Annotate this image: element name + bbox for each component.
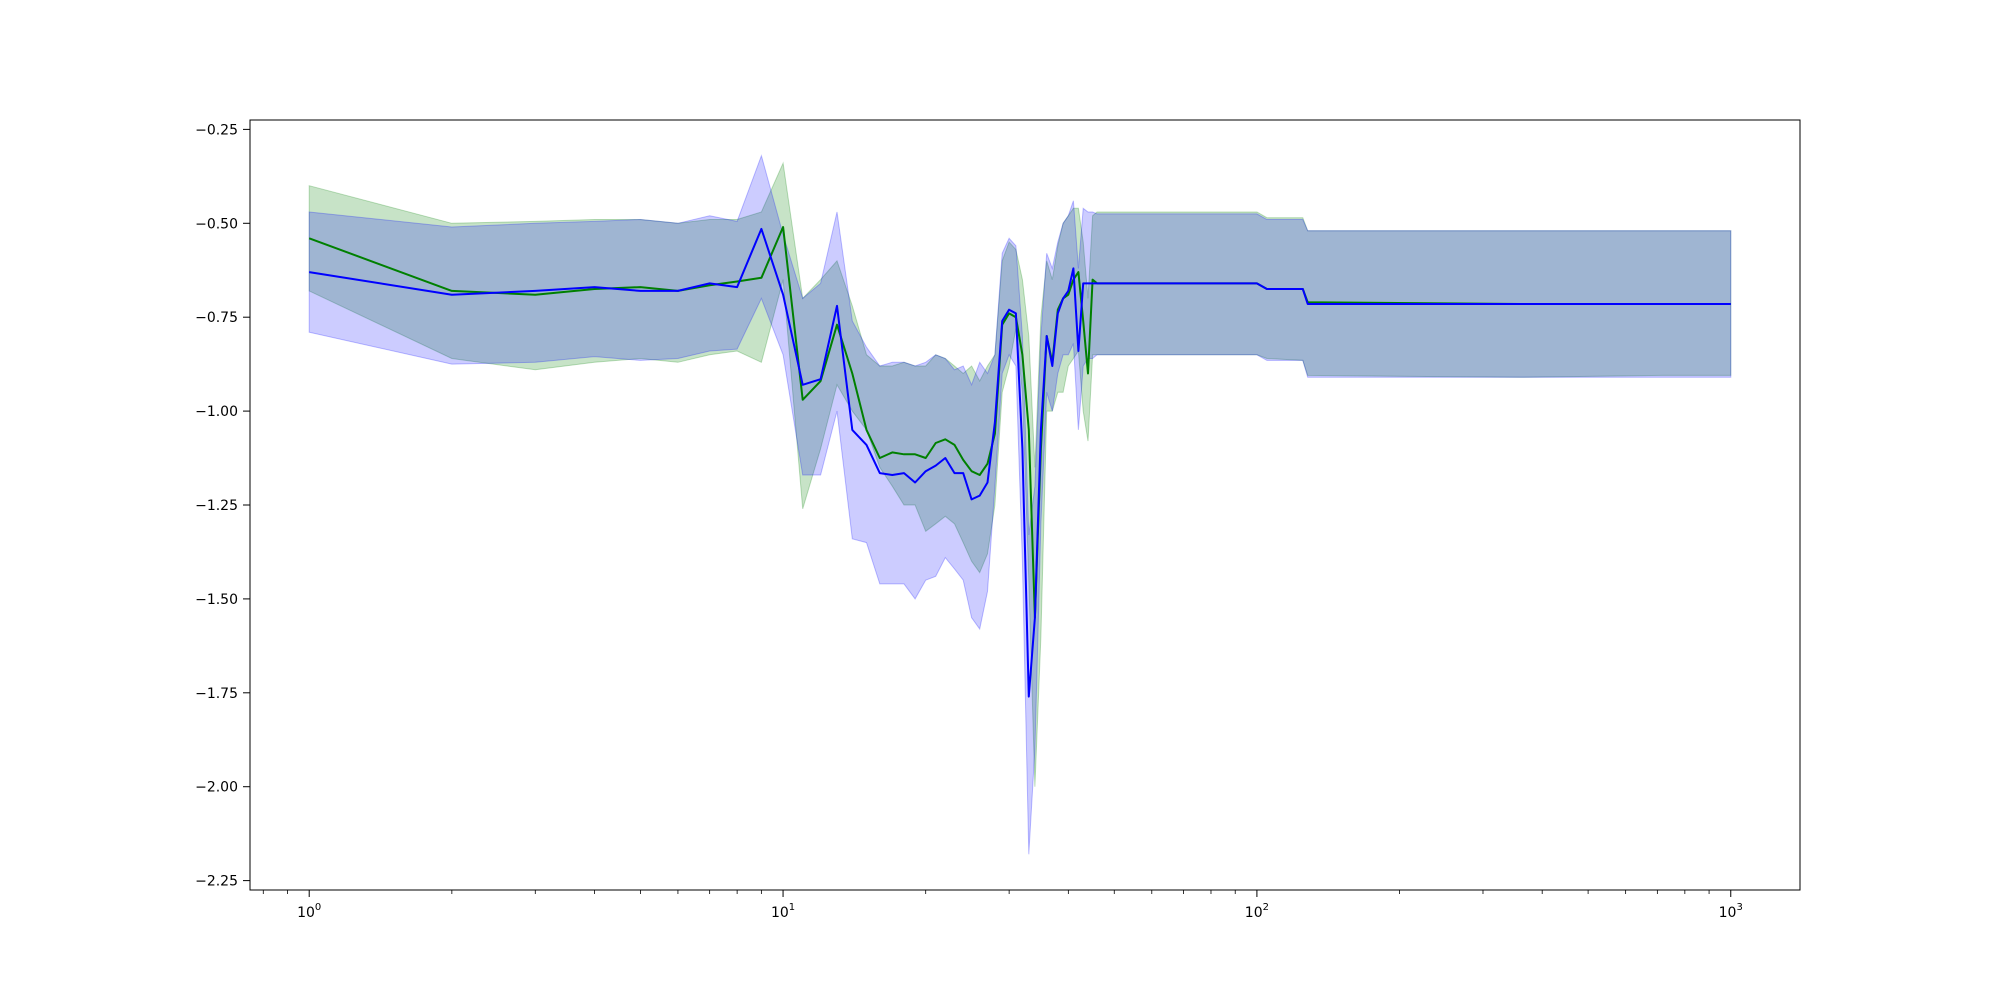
y-tick-label: −2.25 xyxy=(195,874,238,890)
series-0-line xyxy=(308,226,1731,619)
y-tick-label: −1.50 xyxy=(195,592,238,608)
x-tick-label: 103 xyxy=(1719,902,1743,921)
axis-ticks xyxy=(243,128,1732,897)
x-tick-label: 101 xyxy=(771,902,795,921)
series-lines xyxy=(308,226,1731,698)
x-tick-label: 102 xyxy=(1245,902,1269,921)
x-tick-label: 100 xyxy=(297,902,321,921)
y-tick-label: −1.00 xyxy=(195,404,238,420)
y-tick-label: −0.50 xyxy=(195,216,238,232)
y-tick-label: −1.75 xyxy=(195,686,238,702)
confidence-bands xyxy=(308,154,1732,855)
series-1-band xyxy=(308,154,1732,855)
y-tick-label: −2.00 xyxy=(195,780,238,796)
y-tick-label: −0.75 xyxy=(195,310,238,326)
y-tick-label: −1.25 xyxy=(195,498,238,514)
tick-labels: −0.25 −0.50 −0.75 −1.00 −1.25 −1.50 −1.75 −2.00… xyxy=(195,122,1743,921)
plot-area xyxy=(250,120,1800,890)
plot-frame xyxy=(249,119,1801,891)
y-tick-label: −0.25 xyxy=(195,122,238,138)
series-1-line xyxy=(309,227,1731,698)
series-0-band xyxy=(308,161,1732,787)
